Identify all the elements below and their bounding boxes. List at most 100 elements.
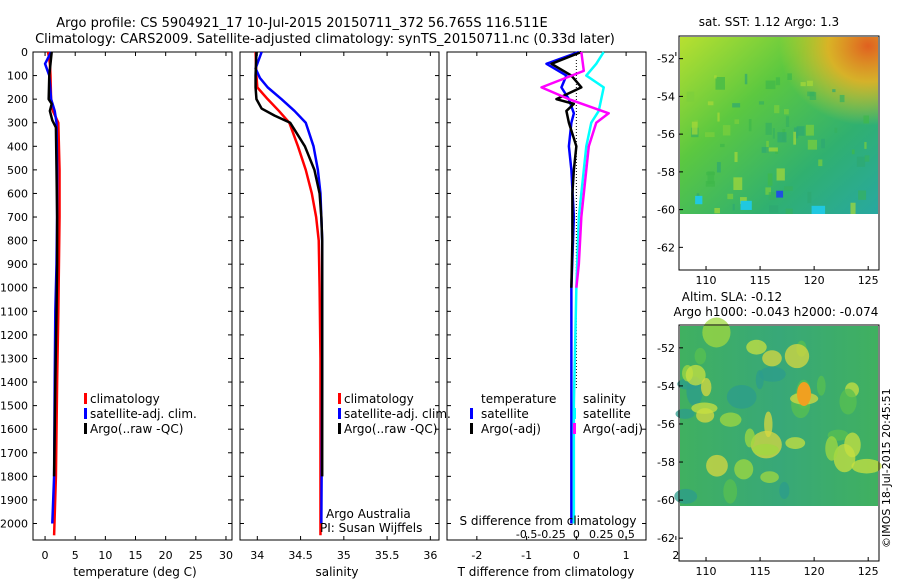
salinity-argo-line bbox=[254, 51, 324, 477]
sst-patch bbox=[821, 138, 825, 149]
map-y-tick-label: -58 bbox=[657, 456, 675, 469]
sst-map-frame bbox=[678, 35, 880, 271]
sst-patch bbox=[800, 82, 806, 87]
map-x-tick-label: 115 bbox=[750, 565, 771, 578]
map-y-tick-label: -54 bbox=[657, 90, 675, 103]
temperature-panel-frame bbox=[32, 51, 233, 541]
x-tick-label: 25 bbox=[189, 549, 203, 562]
legend-label-satellite: satellite-adj. clim. bbox=[90, 407, 197, 421]
sst-patch bbox=[765, 80, 776, 90]
legend-label-t-argo: Argo(-adj) bbox=[481, 422, 541, 436]
sst-patch bbox=[834, 127, 838, 133]
sst-patch bbox=[707, 171, 715, 184]
map-x-tick-label: 125 bbox=[858, 565, 879, 578]
sst-patch bbox=[691, 121, 698, 135]
legend-swatch-satellite bbox=[84, 408, 87, 419]
sst-patch bbox=[796, 126, 805, 136]
x-tick-label: 35 bbox=[337, 549, 351, 562]
s-diff-argo-line bbox=[540, 51, 610, 288]
sla-patch bbox=[762, 350, 782, 367]
sst-patch bbox=[766, 140, 769, 153]
sst-patch bbox=[733, 177, 743, 191]
depth-tick-label: 2000 bbox=[0, 517, 28, 530]
sst-patch bbox=[714, 207, 720, 214]
sla-patch bbox=[839, 388, 857, 415]
sst-patch bbox=[864, 142, 867, 149]
sst-patch bbox=[863, 115, 869, 124]
sst-patch bbox=[851, 149, 855, 155]
sst-patch bbox=[765, 187, 771, 195]
temperature-axis-title: temperature (deg C) bbox=[73, 565, 196, 579]
sla-patch bbox=[764, 411, 773, 438]
legend-label-climatology: climatology bbox=[344, 392, 414, 406]
depth-tick-label: 1600 bbox=[0, 423, 28, 436]
sla-patch bbox=[755, 370, 764, 390]
depth-tick-label: 300 bbox=[7, 117, 28, 130]
sst-patch bbox=[734, 151, 738, 163]
sst-patch bbox=[793, 131, 797, 145]
map-y-tick-label: -62 bbox=[657, 241, 675, 254]
sla-map bbox=[674, 317, 882, 562]
sst-patch bbox=[793, 127, 799, 139]
sst-patch bbox=[807, 91, 815, 97]
depth-tick-label: 1400 bbox=[0, 376, 28, 389]
s-diff-satellite-line bbox=[572, 51, 605, 524]
legend-label-t-satellite: satellite bbox=[481, 407, 529, 421]
depth-tick-label: 1000 bbox=[0, 282, 28, 295]
sst-patch bbox=[805, 124, 814, 136]
map-x-tick-label: 125 bbox=[858, 274, 879, 287]
x-tick-label: 34 bbox=[250, 549, 264, 562]
sst-patch bbox=[783, 109, 789, 115]
legend-swatch-t-satellite bbox=[470, 408, 473, 419]
map-x-tick-label: 120 bbox=[804, 565, 825, 578]
sla-patch bbox=[734, 459, 754, 480]
legend-label-argo: Argo(..raw -QC) bbox=[90, 422, 183, 436]
sst-patch bbox=[768, 147, 778, 152]
s-difference-axis-title: S difference from climatology bbox=[460, 514, 637, 528]
sst-patch bbox=[787, 73, 792, 80]
sst-patch bbox=[776, 168, 785, 181]
sla-patch bbox=[674, 488, 698, 504]
sst-patch bbox=[704, 132, 715, 138]
sst-patch bbox=[734, 119, 740, 124]
sla-patch bbox=[694, 347, 707, 365]
depth-tick-label: 0 bbox=[21, 46, 28, 59]
legend-heading-temperature: temperature bbox=[481, 392, 556, 406]
depth-tick-label: 900 bbox=[7, 258, 28, 271]
difference-legend: temperature satellite Argo(-adj) salinit… bbox=[470, 392, 643, 436]
x-tick-label: 35.5 bbox=[375, 549, 400, 562]
depth-tick-label: 400 bbox=[7, 140, 28, 153]
sst-patch bbox=[775, 77, 781, 86]
map-x-tick-label: 115 bbox=[750, 274, 771, 287]
depth-tick-label: 100 bbox=[7, 70, 28, 83]
sst-patch bbox=[784, 186, 793, 191]
s-diff-tick-label: -0.25 bbox=[537, 528, 565, 541]
difference-panel-frame bbox=[446, 51, 647, 541]
map-y-tick-label: -62 bbox=[657, 532, 675, 545]
sst-patch bbox=[716, 162, 721, 173]
depth-tick-label: 600 bbox=[7, 187, 28, 200]
sst-map bbox=[678, 35, 880, 271]
sst-patch bbox=[717, 112, 720, 122]
header-line-1: Argo profile: CS 5904921_17 10-Jul-2015 … bbox=[56, 16, 547, 31]
x-tick-label: 2 bbox=[672, 549, 679, 562]
depth-tick-label: 1200 bbox=[0, 329, 28, 342]
sla-patch bbox=[760, 471, 779, 483]
sla-patch bbox=[700, 377, 712, 397]
argo-note-line-2: PI: Susan Wijffels bbox=[320, 521, 422, 535]
sla-patch bbox=[746, 339, 767, 355]
map-x-tick-label: 120 bbox=[804, 274, 825, 287]
map-y-tick-label: -58 bbox=[657, 166, 675, 179]
sla-patch bbox=[706, 454, 728, 477]
sla-patch bbox=[851, 458, 882, 474]
x-tick-label: 15 bbox=[129, 549, 143, 562]
depth-tick-label: 800 bbox=[7, 235, 28, 248]
sla-patch bbox=[726, 384, 757, 409]
legend-label-satellite: satellite-adj. clim. bbox=[344, 407, 451, 421]
sst-patch bbox=[768, 192, 776, 200]
sst-patch bbox=[785, 116, 790, 127]
sst-cold-patch bbox=[740, 200, 752, 210]
x-tick-label: 36 bbox=[423, 549, 437, 562]
x-tick-label: 10 bbox=[98, 549, 112, 562]
argo-note-line-1: Argo Australia bbox=[326, 507, 411, 521]
